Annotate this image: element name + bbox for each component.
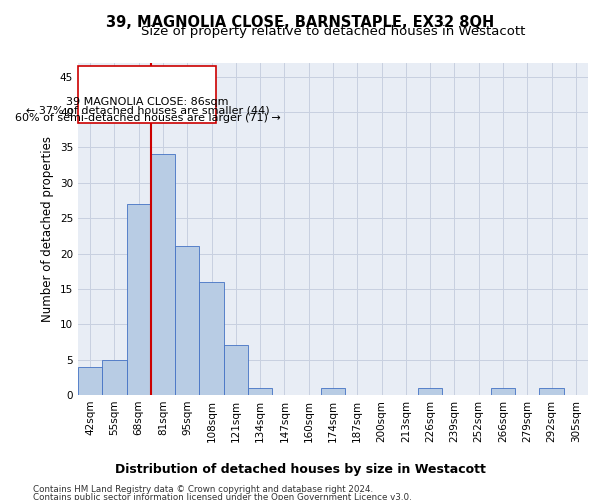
Text: 39, MAGNOLIA CLOSE, BARNSTAPLE, EX32 8QH: 39, MAGNOLIA CLOSE, BARNSTAPLE, EX32 8QH bbox=[106, 15, 494, 30]
Bar bbox=[199, 282, 224, 395]
Bar bbox=[248, 388, 272, 395]
Y-axis label: Number of detached properties: Number of detached properties bbox=[41, 136, 55, 322]
Text: 39 MAGNOLIA CLOSE: 86sqm: 39 MAGNOLIA CLOSE: 86sqm bbox=[66, 97, 229, 107]
Bar bbox=[78, 366, 102, 395]
Bar bbox=[127, 204, 151, 395]
Title: Size of property relative to detached houses in Westacott: Size of property relative to detached ho… bbox=[141, 24, 525, 38]
Text: ← 37% of detached houses are smaller (44): ← 37% of detached houses are smaller (44… bbox=[26, 106, 269, 116]
Text: Distribution of detached houses by size in Westacott: Distribution of detached houses by size … bbox=[115, 462, 485, 475]
Bar bbox=[102, 360, 127, 395]
Text: Contains HM Land Registry data © Crown copyright and database right 2024.: Contains HM Land Registry data © Crown c… bbox=[33, 485, 373, 494]
Bar bbox=[491, 388, 515, 395]
Text: Contains public sector information licensed under the Open Government Licence v3: Contains public sector information licen… bbox=[33, 492, 412, 500]
FancyBboxPatch shape bbox=[79, 66, 217, 122]
Text: 60% of semi-detached houses are larger (71) →: 60% of semi-detached houses are larger (… bbox=[14, 113, 280, 123]
Bar bbox=[321, 388, 345, 395]
Bar bbox=[539, 388, 564, 395]
Bar bbox=[151, 154, 175, 395]
Bar bbox=[175, 246, 199, 395]
Bar bbox=[418, 388, 442, 395]
Bar bbox=[224, 346, 248, 395]
